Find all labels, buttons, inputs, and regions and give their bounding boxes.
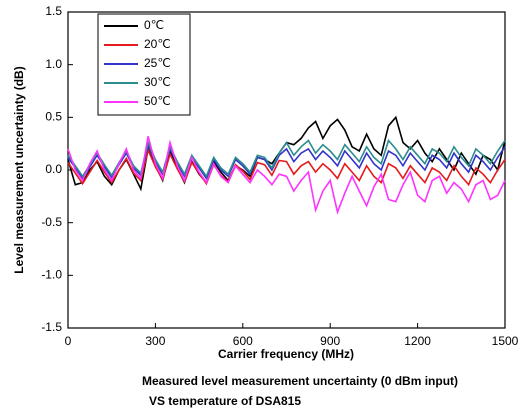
x-tick-label: 1500 (492, 334, 519, 348)
legend-label: 50℃ (144, 94, 171, 108)
x-tick-label: 300 (145, 334, 165, 348)
x-tick-label: 600 (233, 334, 253, 348)
y-tick-label: 0.5 (45, 110, 62, 124)
series-line (67, 147, 506, 187)
caption: VS temperature of DSA815 (149, 394, 301, 408)
x-tick-label: 900 (320, 334, 340, 348)
y-tick-label: -0.5 (41, 215, 62, 229)
x-tick-label: 0 (65, 334, 72, 348)
y-tick-label: 0.0 (45, 162, 62, 176)
legend-label: 20℃ (144, 37, 171, 51)
y-tick-label: -1.5 (41, 320, 62, 334)
series-line (67, 138, 506, 178)
caption: Measured level measurement uncertainty (… (142, 374, 458, 388)
y-tick-label: -1.0 (41, 268, 62, 282)
x-axis-title: Carrier frequency (MHz) (218, 347, 354, 361)
legend-label: 25℃ (144, 56, 171, 70)
x-tick-label: 1200 (404, 334, 431, 348)
y-axis-title: Level measurement uncertainty (dB) (12, 66, 26, 273)
legend-label: 0℃ (144, 18, 164, 32)
series-line (67, 136, 506, 215)
legend-label: 30℃ (144, 75, 171, 89)
y-tick-label: 1.0 (45, 57, 62, 71)
y-tick-label: 1.5 (45, 4, 62, 18)
